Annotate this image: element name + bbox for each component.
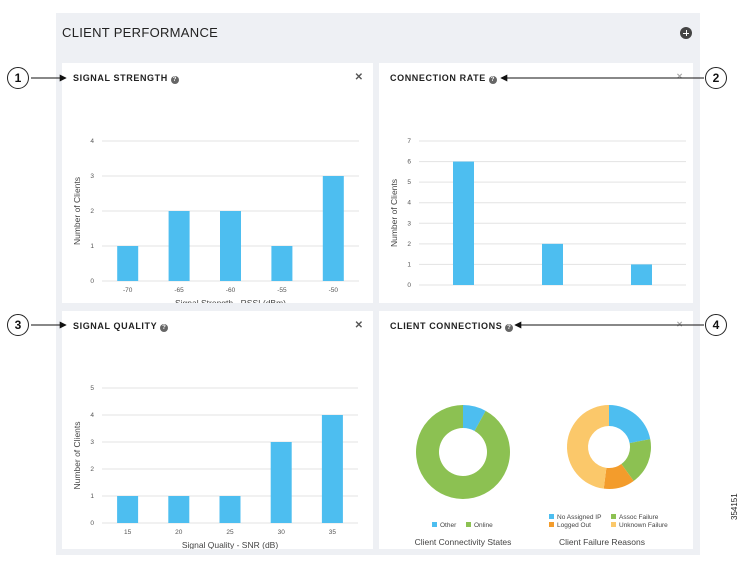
connection-rate-panel: CONNECTION RATE? ✕ 0 1 2 3 4 5 6 7 Connection Ra… (379, 63, 693, 303)
x-axis-label: Connection Rate (Mbps) (506, 302, 598, 303)
x-tick-label: -65 (174, 287, 184, 294)
client-performance-dashboard: CLIENT PERFORMANCE SIGNAL STRENGTH? ✕ 0 1… (56, 13, 700, 555)
figure-number: 354151 (730, 493, 739, 520)
callout-1: 1 (7, 67, 29, 89)
x-tick-label: -70 (123, 287, 133, 294)
legend-swatch (549, 522, 554, 527)
dashboard-title: CLIENT PERFORMANCE (62, 25, 219, 40)
client-connections-panel: CLIENT CONNECTIONS? ✕ Other Online Client … (379, 311, 693, 549)
legend-label: No Assigned IP (557, 514, 601, 521)
callout-3: 3 (7, 314, 29, 336)
y-axis-label: Number of Clients (72, 177, 82, 245)
pie-title: Client Failure Reasons (559, 537, 645, 547)
y-tick-label: 2 (90, 466, 94, 473)
y-tick-label: 5 (407, 179, 411, 186)
donut-slice (603, 463, 634, 489)
legend-swatch (466, 522, 471, 527)
y-tick-label: 3 (90, 439, 94, 446)
signal-strength-chart: 0 1 2 3 4 -70 -65 -60 -55 -50 Signal Strength - RS… (72, 138, 359, 303)
bar (117, 496, 139, 523)
y-tick-label: 0 (90, 520, 94, 527)
x-tick-label: 35 (329, 529, 337, 536)
x-tick-label: -60 (226, 287, 236, 294)
y-tick-label: 4 (407, 200, 411, 207)
legend-label: Online (474, 522, 493, 529)
close-icon[interactable]: ✕ (676, 72, 683, 81)
y-axis-label: Number of Clients (72, 421, 82, 489)
x-tick-label: 15 (124, 529, 132, 536)
client-connections-charts: Other Online Client Connectivity States No … (415, 405, 668, 547)
signal-strength-panel: SIGNAL STRENGTH? ✕ 0 1 2 3 4 -70 -65 -60 -55 -50 S… (62, 63, 373, 303)
x-tick-label: 25 (226, 529, 234, 536)
y-tick-label: 4 (90, 138, 94, 145)
help-icon[interactable]: ? (160, 324, 169, 332)
legend-swatch (611, 522, 616, 527)
callout-2: 2 (705, 67, 727, 89)
y-tick-label: 1 (90, 493, 94, 500)
x-axis-label: Signal Quality - SNR (dB) (182, 540, 279, 549)
y-tick-label: 0 (407, 282, 411, 289)
x-tick-label: -55 (277, 287, 287, 294)
bar (271, 246, 293, 281)
close-icon[interactable]: ✕ (354, 320, 363, 331)
donut-slice (621, 439, 651, 481)
bar (219, 496, 241, 523)
help-icon[interactable]: ? (505, 324, 514, 332)
y-tick-label: 5 (90, 385, 94, 392)
legend-swatch (432, 522, 437, 527)
help-icon[interactable]: ? (488, 76, 497, 84)
legend-label: Unknown Failure (619, 522, 668, 529)
add-widget-icon[interactable] (680, 27, 692, 39)
legend-swatch (611, 514, 616, 519)
callout-4: 4 (705, 314, 727, 336)
panel-title-client-connections: CLIENT CONNECTIONS? (390, 321, 514, 332)
panel-title-connection-rate: CONNECTION RATE? (390, 73, 497, 84)
x-tick-label: 30 (278, 529, 286, 536)
legend-label: Other (440, 522, 457, 529)
panel-title-signal-quality: SIGNAL QUALITY? (73, 321, 169, 332)
donut-slice (463, 405, 486, 431)
signal-quality-panel: SIGNAL QUALITY? ✕ 0 1 2 3 4 5 15 20 25 30 35 Signal… (62, 311, 373, 549)
y-axis-label: Number of Clients (389, 179, 399, 247)
y-tick-label: 6 (407, 159, 411, 166)
bar (168, 496, 190, 523)
y-tick-label: 2 (407, 241, 411, 248)
y-tick-label: 2 (90, 208, 94, 215)
legend-swatch (549, 514, 554, 519)
bar (631, 264, 652, 285)
bar (453, 161, 474, 285)
bar (321, 415, 343, 523)
pie-title: Client Connectivity States (415, 537, 512, 547)
donut-slice (609, 405, 651, 444)
bar (542, 243, 563, 285)
bar (220, 211, 241, 281)
x-tick-label: 20 (175, 529, 183, 536)
y-tick-label: 1 (407, 261, 411, 268)
close-icon[interactable]: ✕ (354, 72, 363, 83)
y-tick-label: 7 (407, 138, 411, 145)
x-axis-label: Signal Strength - RSSI (dBm) (175, 298, 286, 303)
bar (270, 442, 292, 523)
signal-quality-chart: 0 1 2 3 4 5 15 20 25 30 35 Signal Quality - SNR (dB… (72, 385, 358, 549)
y-tick-label: 3 (407, 220, 411, 227)
bar (168, 211, 190, 281)
y-tick-label: 1 (90, 243, 94, 250)
legend-label: Assoc Failure (619, 514, 659, 521)
y-tick-label: 0 (90, 278, 94, 285)
panel-title-signal-strength: SIGNAL STRENGTH? (73, 73, 179, 84)
donut-slice (416, 405, 510, 499)
legend-label: Logged Out (557, 522, 591, 529)
bar (322, 176, 344, 281)
y-tick-label: 4 (90, 412, 94, 419)
bar (117, 246, 139, 281)
donut-slice (566, 405, 609, 489)
x-tick-label: -50 (329, 287, 339, 294)
help-icon[interactable]: ? (170, 76, 179, 84)
connection-rate-chart: 0 1 2 3 4 5 6 7 Connection Rate (Mbps) Number of … (389, 138, 686, 303)
y-tick-label: 3 (90, 173, 94, 180)
